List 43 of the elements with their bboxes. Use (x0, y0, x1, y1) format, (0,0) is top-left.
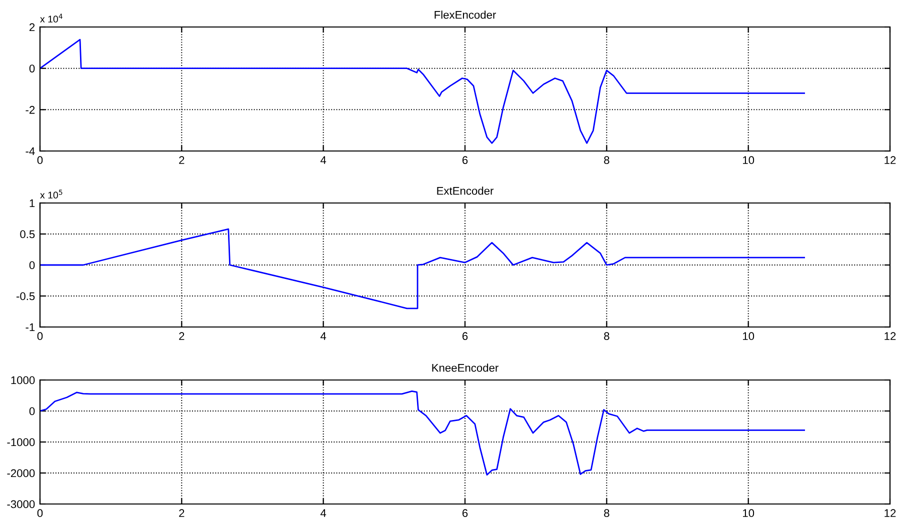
x-tick-label: 8 (604, 509, 610, 518)
x-tick-label: 4 (320, 509, 326, 517)
line-series (40, 390, 805, 476)
y-tick-label: 1 (30, 199, 35, 208)
y-tick-label: 0 (29, 407, 35, 416)
y-tick-label: -3000 (7, 500, 35, 508)
x-tick-label: 10 (743, 156, 754, 164)
x-tick-label: 6 (462, 509, 468, 518)
x-tick-label: 6 (462, 156, 468, 164)
y-tick-label: -4 (26, 147, 35, 156)
x-tick-label: 0 (37, 509, 43, 518)
x-tick-label: 2 (179, 156, 184, 164)
x-tick-label: 10 (743, 509, 754, 518)
x-tick-label: 8 (604, 156, 610, 164)
x-tick-label: 4 (320, 156, 326, 164)
line-series (40, 38, 805, 144)
x-tick-label: 12 (884, 509, 896, 517)
y-tick-label: 0 (29, 64, 35, 72)
text: x 10$^{4}$ (40, 14, 62, 23)
x-tick-label: 0 (37, 332, 43, 340)
y-tick-label: 0.5 (20, 230, 35, 238)
x-tick-label: 12 (884, 332, 896, 340)
x-tick-label: 0 (37, 156, 43, 164)
text: x 10$^{5}$ (40, 190, 62, 199)
x-tick-label: 6 (462, 332, 468, 340)
y-tick-label: -1000 (7, 438, 35, 446)
x-tick-label: 12 (884, 156, 896, 164)
chart-title: KneeEncoder (432, 364, 498, 372)
x-tick-label: 10 (743, 332, 754, 340)
x-tick-label: 2 (179, 332, 184, 340)
y-tick-label: -0.5 (16, 292, 35, 300)
y-tick-label: -2000 (7, 469, 35, 478)
x-tick-label: 2 (179, 509, 184, 517)
chart-title: FlexEncoder (434, 10, 496, 19)
y-tick-label: 0 (29, 261, 35, 270)
chart-title: ExtEncoder (437, 186, 494, 195)
x-tick-label: 4 (320, 332, 326, 340)
y-tick-label: -1 (26, 323, 35, 332)
x-tick-label: 8 (604, 332, 610, 340)
y-tick-label: 1000 (11, 376, 35, 384)
y-tick-label: 2 (30, 23, 35, 32)
line-series (40, 228, 805, 310)
y-tick-label: -2 (26, 106, 35, 114)
